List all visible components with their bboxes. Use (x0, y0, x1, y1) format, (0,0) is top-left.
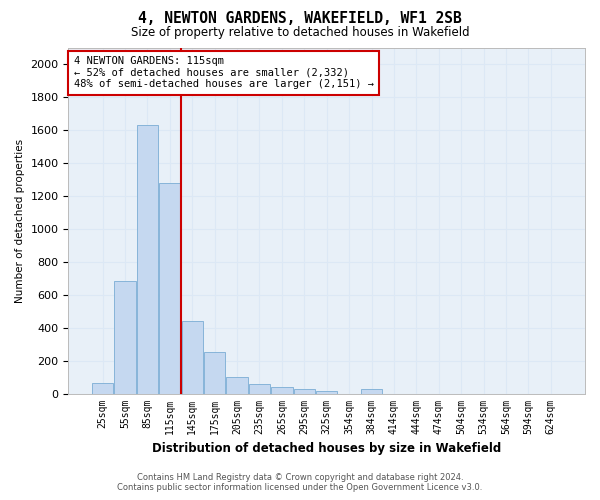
Y-axis label: Number of detached properties: Number of detached properties (15, 138, 25, 302)
Bar (204, 352, 225, 394)
Bar (115, 282, 136, 394)
Bar (137, 125, 158, 394)
Bar (226, 377, 248, 394)
Text: Size of property relative to detached houses in Wakefield: Size of property relative to detached ho… (131, 26, 469, 39)
Bar (249, 384, 270, 394)
Bar (182, 321, 203, 394)
Bar (361, 388, 382, 394)
Bar (271, 387, 293, 394)
Text: 4, NEWTON GARDENS, WAKEFIELD, WF1 2SB: 4, NEWTON GARDENS, WAKEFIELD, WF1 2SB (138, 11, 462, 26)
Bar (293, 390, 315, 394)
Bar (316, 391, 337, 394)
Text: 4 NEWTON GARDENS: 115sqm
← 52% of detached houses are smaller (2,332)
48% of sem: 4 NEWTON GARDENS: 115sqm ← 52% of detach… (74, 56, 374, 90)
Bar (92, 383, 113, 394)
X-axis label: Distribution of detached houses by size in Wakefield: Distribution of detached houses by size … (152, 442, 502, 455)
Bar (159, 182, 181, 394)
Text: Contains HM Land Registry data © Crown copyright and database right 2024.
Contai: Contains HM Land Registry data © Crown c… (118, 473, 482, 492)
